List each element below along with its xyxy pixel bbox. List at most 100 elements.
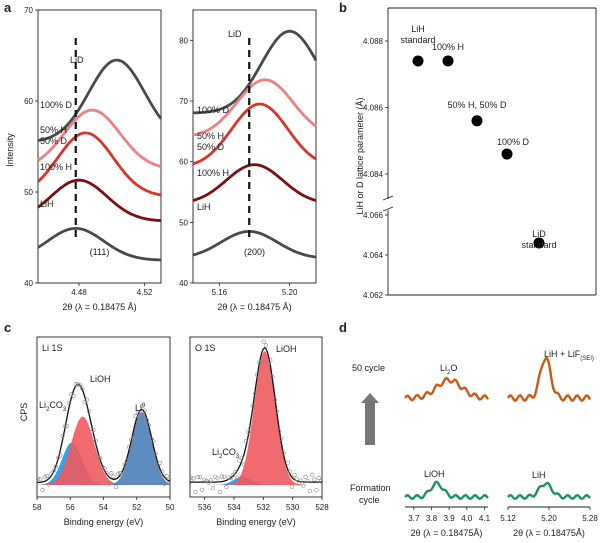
d-x-tick-label: 5.28 <box>582 514 598 523</box>
a-series-label: 50% H <box>40 125 67 135</box>
a-y-tick-label: 80 <box>179 36 188 45</box>
c-data-marker <box>155 468 160 473</box>
c-data-marker <box>266 361 271 367</box>
c-subplot-o1s: O 1S 536 534 532 530 528 Binding energy (eV) Li… <box>189 336 329 527</box>
c-data-marker <box>144 418 149 423</box>
c-data-marker <box>138 415 143 420</box>
a-y-tick-label: 50 <box>24 188 33 197</box>
c-subplot-title: Li 1S <box>42 343 63 353</box>
b-point-label: standard <box>521 240 556 250</box>
c-data-marker <box>189 475 194 480</box>
c-data-marker <box>197 475 202 480</box>
d-peak-label: Li2O <box>440 363 457 376</box>
a-y-tick-label: 60 <box>179 158 188 167</box>
c-data-marker <box>162 481 167 486</box>
a-x-tick-label: 4.52 <box>137 288 153 297</box>
b-point-label: 100% D <box>497 137 530 147</box>
c-data-marker <box>246 429 251 435</box>
c-component-label: LiOH <box>90 374 111 384</box>
a-series-line <box>37 58 163 142</box>
c-data-marker <box>153 451 158 457</box>
a-series-line <box>37 108 162 168</box>
d-x-axis-label: 2θ (λ = 0.18475Å) <box>513 528 585 538</box>
c-x-axis-label: Binding energy (eV) <box>216 517 296 527</box>
c-data-marker <box>252 391 257 396</box>
c-subplot-title: O 1S <box>195 343 216 353</box>
d-row-label-formation-2: cycle <box>359 495 380 505</box>
c-data-marker <box>290 484 295 489</box>
c-data-marker <box>310 472 315 477</box>
b-axis-break <box>382 195 394 201</box>
c-data-marker <box>248 425 253 431</box>
c-data-marker <box>268 358 273 363</box>
d-x-tick-label: 3.8 <box>426 514 438 523</box>
c-data-marker <box>66 400 72 406</box>
c-x-tick-label: 54 <box>99 503 108 512</box>
c-data-marker <box>44 473 50 479</box>
a-series-label: 100% D <box>197 105 230 115</box>
c-x-tick-label: 52 <box>132 503 141 512</box>
d-x-tick-label: 5.20 <box>541 514 557 523</box>
c-x-tick-label: 532 <box>257 503 271 512</box>
a-y-tick-label: 40 <box>24 279 33 288</box>
a-series-label: LiH <box>197 202 211 212</box>
d-subplot-li2o: 3.7 3.8 3.9 4.0 4.1 2θ (λ = 0.18475Å) Li2O LiOH <box>404 363 491 538</box>
c-data-marker <box>202 477 207 482</box>
c-data-marker <box>274 409 280 414</box>
d-spectrum-line <box>507 481 591 501</box>
c-data-marker <box>40 487 45 493</box>
c-data-marker <box>294 476 299 482</box>
c-component-area <box>37 411 170 485</box>
d-row-label-formation-1: Formation <box>350 483 391 493</box>
c-data-marker <box>200 487 205 492</box>
c-data-marker <box>314 488 319 493</box>
c-data-marker <box>49 471 54 476</box>
a-series-label: LiD <box>70 55 84 65</box>
c-x-tick-label: 536 <box>198 503 212 512</box>
b-point-label: standard <box>400 35 435 45</box>
c-data-marker <box>75 382 81 387</box>
c-data-marker <box>106 481 112 486</box>
b-point-label: LiH <box>411 24 425 34</box>
c-data-marker <box>222 474 227 479</box>
a-series-label: 50% D <box>40 136 68 146</box>
c-data-marker <box>93 438 98 443</box>
c-data-marker <box>208 478 213 483</box>
c-component-area <box>37 416 170 485</box>
c-data-marker <box>131 435 136 441</box>
a-series-label: 50% H <box>197 131 224 141</box>
c-data-marker <box>285 460 291 465</box>
c-data-marker <box>195 475 200 480</box>
c-data-marker <box>211 486 216 491</box>
c-data-marker <box>237 458 242 463</box>
c-data-marker <box>115 471 120 476</box>
c-data-marker <box>316 475 321 481</box>
c-data-marker <box>301 483 306 488</box>
panel-label-a: a <box>4 0 12 15</box>
c-data-marker <box>35 476 41 482</box>
b-y-tick-label: 4.064 <box>363 251 384 260</box>
c-data-marker <box>299 478 304 483</box>
a-reflection-label: (200) <box>244 247 265 257</box>
c-data-marker <box>244 439 249 444</box>
c-data-marker <box>318 479 324 484</box>
a-reflection-label: (111) <box>90 247 110 257</box>
a-series-label: 100% H <box>197 168 229 178</box>
c-data-marker <box>38 477 43 482</box>
c-data-marker <box>126 445 132 450</box>
d-x-tick-label: 4.0 <box>461 514 473 523</box>
d-x-tick-label: 5.12 <box>500 514 516 523</box>
panel-label-b: b <box>339 0 347 15</box>
b-y-axis-label: LiH or D lattice parameter (Å) <box>355 97 365 214</box>
c-data-marker <box>51 468 56 473</box>
c-data-marker <box>239 455 244 460</box>
c-data-marker <box>250 404 255 409</box>
a-series-line <box>37 227 162 262</box>
c-data-marker <box>283 469 288 475</box>
c-data-marker <box>55 455 61 461</box>
d-x-tick-label: 3.9 <box>444 514 456 523</box>
d-peak-label: LiOH <box>424 469 445 479</box>
c-data-marker <box>296 481 302 486</box>
c-data-marker <box>102 466 107 471</box>
